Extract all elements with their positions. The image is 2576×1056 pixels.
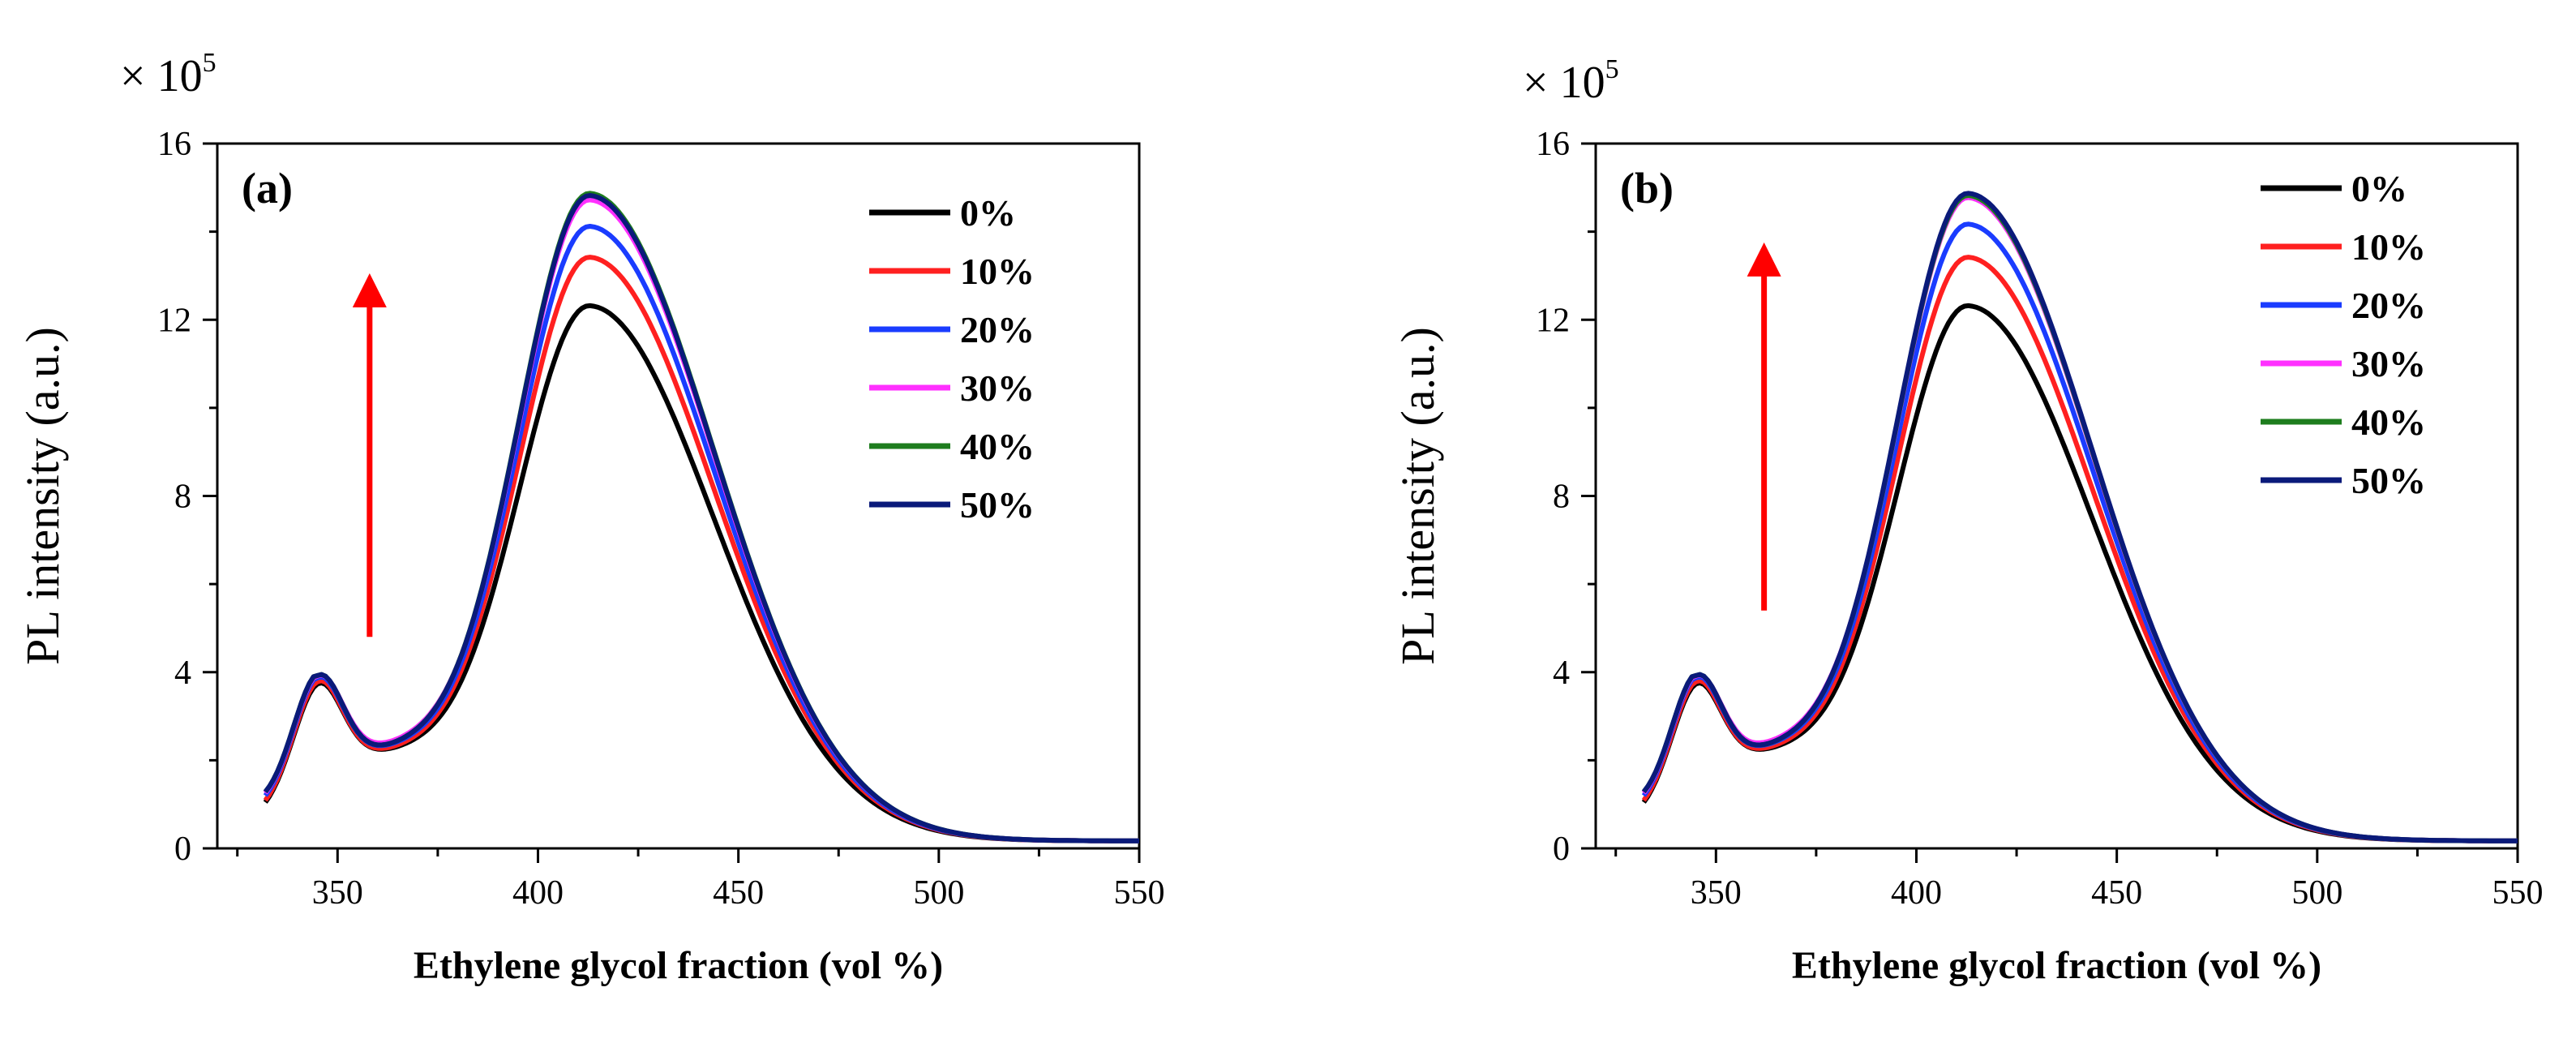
y-tick-label: 8 (174, 479, 191, 516)
series-line-50pct (1641, 191, 2518, 844)
x-axis-title: Ethylene glycol fraction (vol %) (1792, 944, 2321, 987)
x-tick-label: 500 (2291, 874, 2342, 912)
x-tick-label: 450 (2091, 874, 2142, 912)
panel-label: (b) (1620, 164, 1674, 212)
legend-label: 50% (2351, 460, 2426, 501)
legend-label: 10% (2351, 226, 2426, 268)
y-tick-label: 4 (174, 655, 191, 692)
y-scale-multiplier: × 105 (1523, 54, 1619, 108)
x-axis-title: Ethylene glycol fraction (vol %) (414, 944, 943, 987)
chart-panel-a: 0 4 8 12 16 350 400 450 500 550 Ethylene glycol fr… (16, 48, 1165, 987)
x-tick-label: 350 (1691, 874, 1742, 912)
legend-label: 40% (960, 426, 1035, 467)
x-tick-label: 550 (2492, 874, 2544, 912)
legend-label: 20% (960, 309, 1035, 350)
y-tick-label: 0 (174, 831, 191, 868)
x-tick-label: 450 (713, 874, 764, 912)
y-scale-exponent: 5 (1605, 54, 1619, 84)
y-tick-label: 16 (1536, 126, 1570, 163)
x-tick-label: 400 (512, 874, 564, 912)
legend-label: 0% (2351, 168, 2407, 209)
x-tick-label: 350 (312, 874, 363, 912)
legend-label: 10% (960, 251, 1035, 292)
y-scale-multiplier: × 105 (120, 48, 216, 101)
legend-label: 20% (2351, 285, 2426, 326)
panel-label: (a) (242, 164, 293, 212)
legend-label: 30% (960, 367, 1035, 409)
series-line-0pct (1641, 303, 2518, 844)
legend-label: 0% (960, 192, 1016, 234)
y-tick-label: 4 (1553, 655, 1570, 692)
x-tick-label: 400 (1891, 874, 1942, 912)
x-tick-label: 500 (913, 874, 964, 912)
y-axis-title: PL intensity (a.u.) (1391, 327, 1444, 665)
y-tick-label: 8 (1553, 479, 1570, 516)
y-tick-label: 12 (1536, 302, 1570, 339)
legend-label: 40% (2351, 401, 2426, 443)
series-line-50pct (263, 193, 1139, 844)
chart-panel-b: 0 4 8 12 16 350 400 450 500 550 Ethylene glycol fr… (1391, 54, 2544, 987)
y-tick-label: 16 (157, 126, 191, 163)
legend-label: 50% (960, 484, 1035, 526)
y-scale-exponent: 5 (203, 48, 216, 78)
legend-label: 30% (2351, 343, 2426, 384)
y-tick-label: 12 (157, 302, 191, 339)
x-tick-label: 550 (1114, 874, 1165, 912)
y-axis-title: PL intensity (a.u.) (16, 327, 69, 665)
y-tick-label: 0 (1553, 831, 1570, 868)
